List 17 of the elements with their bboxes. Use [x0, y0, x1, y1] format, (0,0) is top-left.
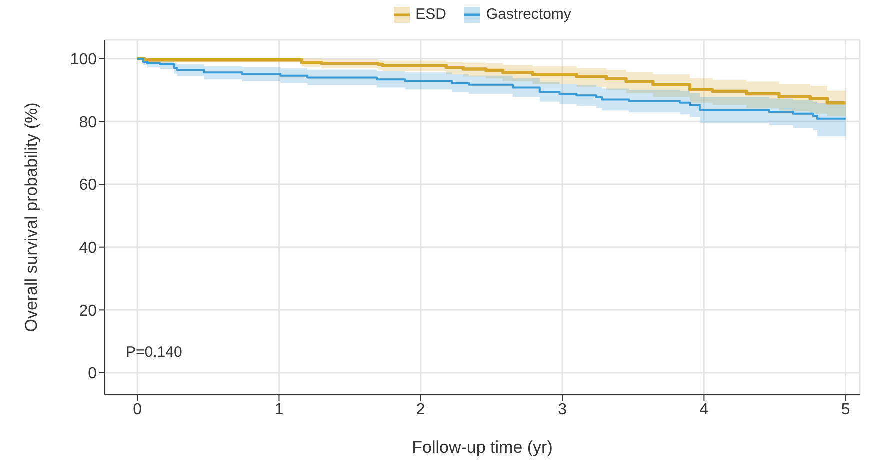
annotation: P=0.140 [126, 344, 182, 361]
x-tick-label: 4 [700, 401, 709, 418]
y-tick-label: 40 [79, 240, 98, 258]
y-tick-label: 60 [79, 177, 98, 194]
x-tick-label: 5 [841, 401, 850, 418]
x-tick-label: 2 [416, 401, 426, 418]
y-tick-label: 0 [88, 366, 98, 383]
legend-label: Gastrectomy [486, 6, 572, 23]
y-tick-label: 20 [79, 302, 98, 320]
x-tick-label: 3 [558, 401, 568, 418]
y-axis-title: Overall survival probability (%) [22, 102, 42, 332]
x-tick-label: 0 [133, 401, 142, 418]
legend-label: ESD [416, 6, 446, 23]
y-tick-label: 80 [79, 114, 98, 132]
y-tick-label: 100 [70, 52, 98, 69]
x-axis-title: Follow-up time (yr) [412, 438, 553, 457]
x-tick-label: 1 [274, 401, 284, 418]
